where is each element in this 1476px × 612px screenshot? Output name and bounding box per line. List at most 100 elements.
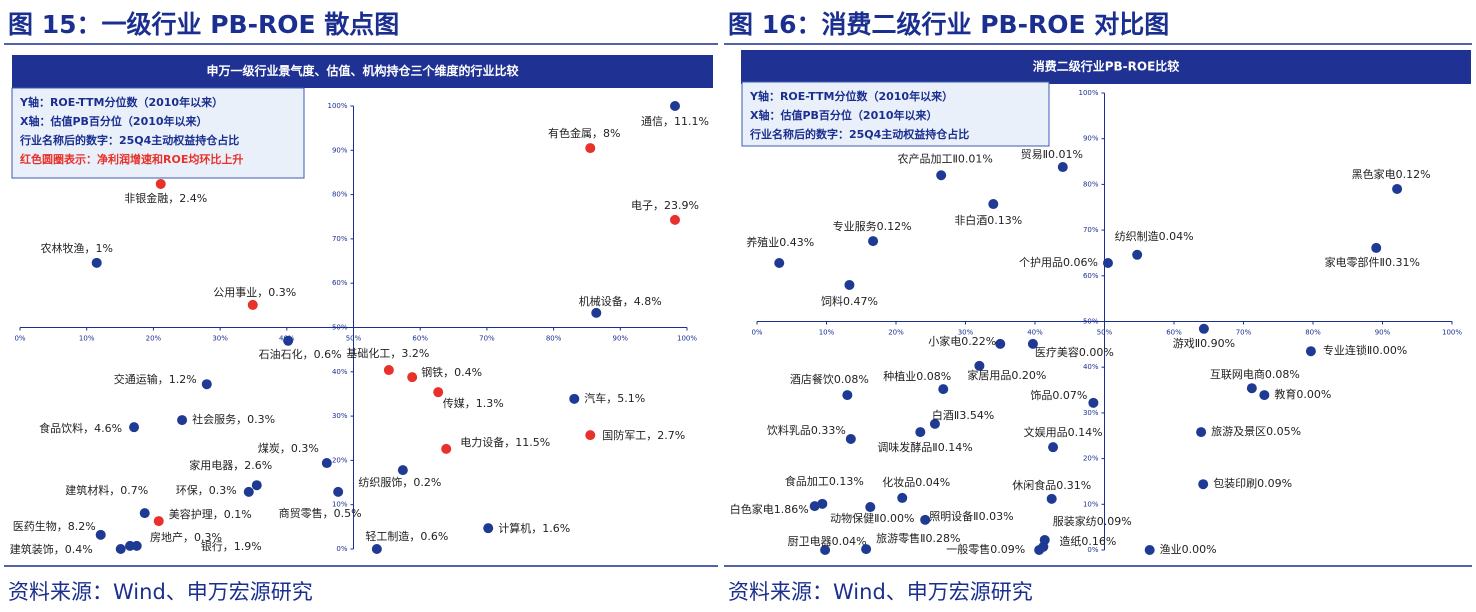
y-tick-label: 20%	[332, 456, 348, 464]
point	[591, 307, 602, 318]
point	[844, 279, 855, 290]
point-label: 非白酒0.13%	[954, 213, 1022, 227]
point-label: 商贸零售，0.5%	[279, 506, 362, 520]
point-label: 农林牧渔，1%	[40, 241, 112, 255]
point-label: 电子，23.9%	[631, 199, 699, 212]
point-label: 美容护理，0.1%	[169, 507, 252, 521]
point-label: 旅游零售Ⅱ0.28%	[876, 531, 960, 545]
y-tick-label: 90%	[1083, 135, 1099, 143]
point	[974, 360, 985, 371]
point	[177, 415, 188, 426]
point-label: 建筑材料，0.7%	[65, 483, 148, 497]
x-tick-label: 20%	[888, 329, 904, 337]
point-label: 公用事业，0.3%	[213, 286, 296, 299]
point-label: 纺织制造0.04%	[1115, 229, 1194, 243]
x-tick-label: 0%	[14, 335, 25, 343]
point-label: 社会服务，0.3%	[192, 412, 275, 426]
point-label: 种植业0.08%	[883, 369, 951, 383]
point	[988, 199, 999, 210]
point-label: 银行，1.9%	[201, 539, 262, 553]
x-tick-label: 50%	[346, 335, 362, 343]
point	[333, 486, 344, 497]
point	[1102, 258, 1113, 269]
point-label: 医药生物，8.2%	[13, 519, 96, 533]
notes-box	[11, 87, 305, 179]
x-tick-label: 40%	[1027, 329, 1043, 337]
point-label: 交通运输，1.2%	[114, 372, 197, 386]
y-tick-label: 80%	[1083, 180, 1099, 188]
point	[1196, 427, 1207, 438]
point-label: 化妆品0.04%	[882, 475, 950, 489]
x-tick-label: 90%	[1375, 329, 1391, 337]
point-label: 电力设备，11.5%	[460, 435, 550, 449]
x-tick-label: 80%	[1305, 329, 1321, 337]
point	[861, 544, 872, 555]
point	[1046, 493, 1057, 504]
point	[383, 365, 394, 376]
point-label: 专业服务0.12%	[833, 219, 912, 233]
point	[153, 516, 164, 527]
point	[920, 514, 931, 525]
y-tick-label: 20%	[1083, 455, 1099, 463]
point-label: 有色金属，8%	[548, 126, 620, 140]
point	[1371, 242, 1382, 253]
x-tick-label: 50%	[1097, 329, 1113, 337]
point	[129, 422, 140, 433]
y-tick-label: 50%	[1083, 318, 1099, 326]
x-tick-label: 60%	[412, 335, 428, 343]
point	[247, 299, 258, 310]
point-label: 饲料0.47%	[821, 294, 878, 308]
y-tick-label: 80%	[332, 191, 348, 199]
point-label: 食品饮料，4.6%	[39, 421, 122, 435]
point-label: 计算机，1.6%	[498, 521, 570, 535]
point-label: 文娱用品0.14%	[1024, 425, 1103, 439]
point-label: 黑色家电0.12%	[1352, 167, 1431, 181]
point	[1057, 162, 1068, 173]
point-label: 环保，0.3%	[176, 483, 237, 497]
point	[585, 143, 596, 154]
figure-title: 图 15：一级行业 PB-ROE 散点图	[8, 10, 399, 39]
point	[845, 433, 856, 444]
point-label: 家电零部件Ⅱ0.31%	[1325, 255, 1420, 269]
y-tick-label: 30%	[332, 412, 348, 420]
point	[1088, 397, 1099, 408]
point	[865, 502, 876, 513]
point	[1246, 383, 1257, 394]
point	[201, 379, 212, 390]
note: 行业名称后的数字：25Q4主动权益持仓占比	[19, 133, 239, 147]
point-label: 厨卫电器0.04%	[788, 535, 867, 548]
point	[91, 257, 102, 268]
point	[938, 384, 949, 395]
chart-title: 消费二级行业PB-ROE比较	[1033, 59, 1180, 74]
y-tick-label: 10%	[1083, 500, 1099, 508]
point-label: 动物保健Ⅱ0.00%	[830, 511, 914, 525]
point	[155, 178, 166, 189]
point	[321, 458, 332, 469]
note: Y轴：ROE-TTM分位数（2010年以来）	[19, 95, 223, 109]
point	[115, 544, 126, 554]
point	[585, 430, 596, 441]
y-tick-label: 0%	[1087, 546, 1098, 554]
note: 红色圆圈表示：净利润增速和ROE均环比上升	[20, 152, 243, 166]
point	[131, 540, 142, 551]
point	[915, 427, 926, 438]
point-label: 传媒，1.3%	[443, 397, 504, 410]
point	[441, 443, 452, 454]
point	[817, 498, 828, 509]
point-label: 调味发酵品Ⅱ0.14%	[877, 440, 972, 454]
x-tick-label: 30%	[958, 329, 974, 337]
point	[1259, 390, 1270, 401]
banner	[741, 50, 1471, 84]
point-label: 房地产，0.3%	[150, 530, 222, 544]
point	[1198, 323, 1209, 334]
y-tick-label: 30%	[1083, 409, 1099, 417]
notes-box	[741, 81, 1050, 147]
x-tick-label: 100%	[1442, 329, 1462, 337]
point-label: 教育0.00%	[1274, 387, 1331, 401]
point-label: 照明设备Ⅱ0.03%	[929, 509, 1013, 523]
point-label: 食品加工0.13%	[785, 474, 864, 488]
point	[897, 492, 908, 503]
y-tick-label: 0%	[336, 545, 347, 553]
point-label: 机械设备，4.8%	[579, 294, 662, 308]
